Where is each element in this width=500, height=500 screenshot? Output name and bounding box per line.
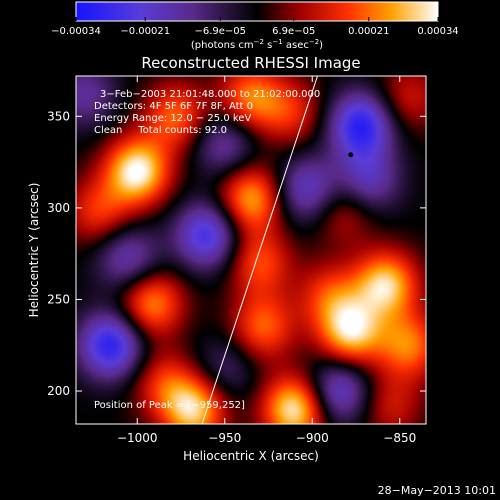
x-axis-title: Heliocentric X (arcsec) xyxy=(183,449,319,463)
y-axis-title: Heliocentric Y (arcsec) xyxy=(27,183,41,318)
x-tick-label: −1000 xyxy=(117,431,158,445)
plot-area: −1000 −950 −900 −850 200 250 300 350 xyxy=(47,75,427,445)
y-tick-label: 350 xyxy=(47,109,70,123)
annotation-block: 3−Feb−2003 21:01:48.000 to 21:02:00.000 … xyxy=(94,89,320,411)
limb-line xyxy=(201,76,318,424)
y-tick-label: 200 xyxy=(47,384,70,398)
colorbar-unit-label: (photons cm−2 s−1 asec−2) xyxy=(191,38,323,51)
annotation-time: 3−Feb−2003 21:01:48.000 to 21:02:00.000 xyxy=(100,89,320,100)
colorbar-tick-label: −0.00021 xyxy=(120,26,170,37)
colorbar-tick-label: 6.9e−05 xyxy=(272,26,315,37)
colorbar-tick-label: −0.00034 xyxy=(51,26,101,37)
x-tick-label: −900 xyxy=(296,431,329,445)
y-tick-label: 300 xyxy=(47,201,70,215)
colorbar-tick-label: −6.9e−05 xyxy=(194,26,246,37)
plot-frame xyxy=(75,75,427,425)
y-tick-label: 250 xyxy=(47,292,70,306)
annotation-clean: Clean Total counts: 92.0 xyxy=(94,125,227,136)
chart-title: Reconstructed RHESSI Image xyxy=(141,54,360,72)
footer-date: 28−May−2013 10:01 xyxy=(378,484,496,497)
colorbar-tick-label: 0.00034 xyxy=(417,26,458,37)
annotation-detectors: Detectors: 4F 5F 6F 7F 8F, Att 0 xyxy=(94,101,253,112)
x-axis: −1000 −950 −900 −850 xyxy=(117,76,416,445)
x-tick-label: −950 xyxy=(208,431,241,445)
annotation-energy: Energy Range: 12.0 − 25.0 keV xyxy=(94,113,251,124)
heatmap-image xyxy=(76,76,426,424)
colorbar-tick-label: 0.00021 xyxy=(348,26,389,37)
colorbar: −0.00034 −0.00021 −6.9e−05 6.9e−05 0.00021 0.… xyxy=(51,1,459,51)
x-tick-label: −850 xyxy=(383,431,416,445)
peak-position-label: Position of Peak = [−959,252] xyxy=(94,400,245,411)
peak-marker xyxy=(348,152,354,158)
colorbar-gradient xyxy=(75,1,439,22)
colorbar-ticks: −0.00034 −0.00021 −6.9e−05 6.9e−05 0.00021 0.… xyxy=(51,17,459,37)
y-axis: 200 250 300 350 xyxy=(47,109,426,398)
